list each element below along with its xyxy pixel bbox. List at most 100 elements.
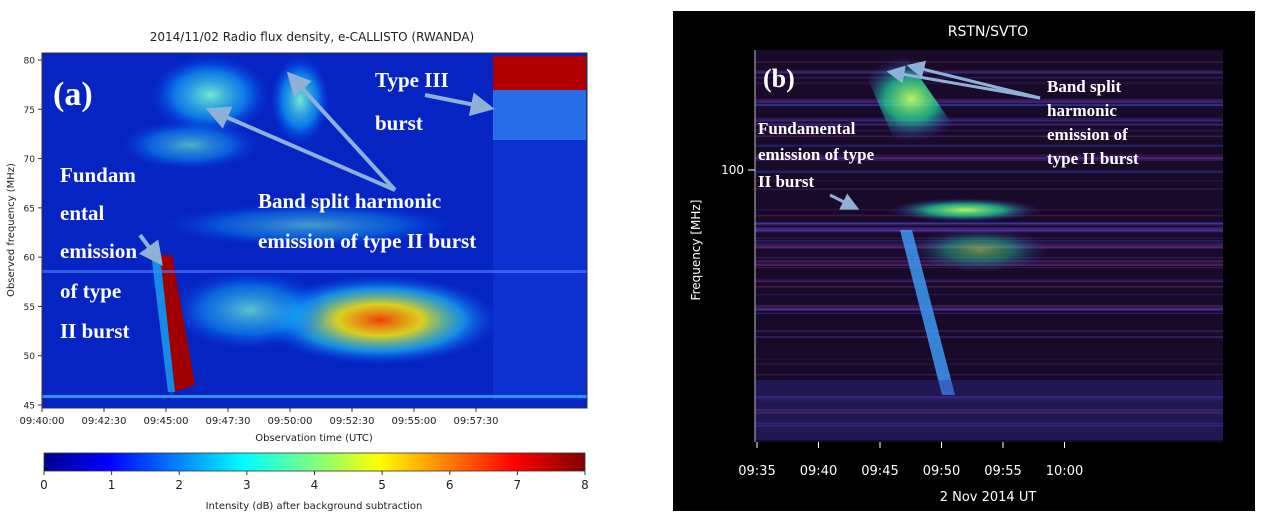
- mid-band-diffuse: [160, 203, 460, 247]
- noise-line: [755, 409, 1223, 411]
- noise-line: [755, 308, 1223, 311]
- panel-a-annotation-fundamental: Fundam ental emission of type II burst: [60, 163, 163, 343]
- panel-a-colorbar-label: Intensity (dB) after background subtract…: [206, 501, 423, 512]
- noise-line: [755, 123, 1223, 126]
- noise-line: [755, 98, 1223, 101]
- noise-line: [755, 72, 1223, 74]
- panel-a-colorbar-tick-label: 6: [446, 478, 454, 492]
- band-split-arrow-left: [205, 106, 396, 192]
- noise-line: [755, 222, 1223, 224]
- b-band-split-line3: emission of: [1047, 125, 1128, 144]
- noise-line: [755, 170, 1223, 173]
- panel-b-label: (b): [763, 64, 795, 93]
- panel-a-x-tick-label: 09:45:00: [144, 416, 189, 427]
- panel-a: 2014/11/02 Radio flux density, e-CALLIST…: [6, 30, 589, 512]
- panel-a-colorbar-tick-label: 8: [581, 478, 589, 492]
- panel-a-colorbar: [43, 452, 586, 472]
- fundamental-arrow: [138, 233, 163, 266]
- band-split-drift-emission: [270, 55, 330, 145]
- panel-a-x-axis: 09:40:00 09:42:30 09:45:00 09:47:30 09:50:00…: [20, 408, 498, 427]
- panel-b-y-label: Frequency [MHz]: [689, 200, 703, 301]
- noise-line: [755, 396, 1223, 399]
- noise-line: [755, 336, 1223, 338]
- panel-b: RSTN/SVTO 100 Frequency [MHz] 09:35 09:40…: [673, 11, 1255, 511]
- band-split-upper-emission: [150, 55, 270, 135]
- noise-line: [755, 424, 1223, 427]
- noise-line: [755, 280, 1223, 283]
- panel-a-colorbar-tick-label: 3: [243, 478, 251, 492]
- band-split-label-line1: Band split harmonic: [258, 189, 441, 213]
- b-band-split-arrow-lower: [886, 65, 1041, 100]
- panel-a-x-tick-label: 09:42:30: [82, 416, 127, 427]
- noise-line: [755, 117, 1223, 119]
- panel-b-x-label: 2 Nov 2014 UT: [940, 490, 1037, 505]
- panel-a-x-tick-label: 09:55:00: [392, 416, 437, 427]
- fundamental-emission-band: [890, 198, 1040, 222]
- noise-line: [755, 144, 1223, 147]
- panel-b-y-tick-label: 100: [721, 163, 744, 177]
- panel-a-x-tick-label: 09:50:00: [268, 416, 313, 427]
- noise-line: [755, 307, 1223, 309]
- panel-a-frame: [41, 52, 588, 409]
- band-split-arrow-right: [286, 71, 397, 192]
- b-fundamental-line1: Fundamental: [758, 119, 856, 138]
- noise-line: [755, 330, 1223, 333]
- panel-b-annotation-fundamental: Fundamental emission of type II burst: [758, 119, 875, 210]
- panel-b-plot-area: [755, 50, 1223, 442]
- noise-line: [755, 279, 1223, 281]
- noise-line: [755, 100, 1223, 103]
- panel-a-y-tick-label: 75: [24, 106, 35, 116]
- fundamental-emission-edge: [150, 245, 175, 392]
- b-band-split-line4: type II burst: [1047, 149, 1139, 168]
- noise-line: [755, 307, 1223, 309]
- noise-line: [755, 61, 1223, 63]
- fundamental-label-line1: Fundam: [60, 163, 136, 187]
- panel-a-x-label: Observation time (UTC): [255, 433, 373, 444]
- noise-line: [755, 135, 1223, 138]
- b-band-split-arrow-top: [906, 60, 1041, 100]
- interference-line-bottom: [42, 395, 587, 398]
- panel-b-annotation-band-split: Band split harmonic emission of type II …: [886, 60, 1139, 168]
- noise-line: [755, 156, 1223, 160]
- panel-b-x-tick-label: 09:55: [984, 464, 1021, 479]
- b-fundamental-line3: II burst: [758, 172, 815, 191]
- panel-b-x-tick-label: 09:35: [738, 464, 775, 479]
- noise-line: [755, 118, 1223, 121]
- panel-a-y-label: Observed frequency (MHz): [6, 163, 17, 297]
- panel-a-y-axis: 45 50 55 60 65 70 75 80: [24, 57, 42, 412]
- noise-line: [755, 285, 1223, 288]
- band-split-label-line2: emission of type II burst: [258, 229, 476, 253]
- noise-line: [755, 305, 1223, 307]
- noise-line: [755, 363, 1223, 366]
- panel-a-x-tick-label: 09:47:30: [206, 416, 251, 427]
- fundamental-emission-streak: [160, 255, 195, 392]
- panel-a-label: (a): [53, 76, 93, 113]
- type-iii-arrow: [424, 92, 495, 117]
- noise-line: [755, 398, 1223, 401]
- noise-line: [755, 155, 1223, 158]
- type-iii-burst-tail: [493, 90, 586, 140]
- panel-a-y-tick-label: 55: [24, 303, 35, 313]
- panel-b-x-tick-label: 09:40: [800, 464, 837, 479]
- type-iii-label-line2: burst: [375, 111, 423, 135]
- panel-a-plot-area: [41, 52, 588, 409]
- panel-a-title: 2014/11/02 Radio flux density, e-CALLIST…: [150, 30, 475, 44]
- panel-a-y-tick-label: 65: [24, 204, 35, 214]
- fundamental-label-line4: of type: [60, 279, 121, 303]
- panel-a-y-tick-label: 45: [24, 402, 35, 412]
- panel-a-colorbar-tick-label: 0: [40, 478, 48, 492]
- panel-b-title: RSTN/SVTO: [948, 24, 1028, 40]
- panel-a-y-tick-label: 70: [24, 155, 36, 165]
- lower-band-diffuse: [170, 270, 330, 350]
- panel-a-colorbar-tick-label: 4: [311, 478, 319, 492]
- noise-line: [755, 180, 1223, 182]
- fundamental-label-line3: emission: [60, 239, 137, 263]
- bottom-noise-band: [755, 380, 1223, 440]
- fundamental-label-line5: II burst: [60, 319, 129, 343]
- type-iii-label-line1: Type III: [375, 68, 449, 92]
- noise-line: [755, 374, 1223, 376]
- panel-b-x-axis: 09:35 09:40 09:45 09:50 09:55 10:00: [738, 442, 1083, 479]
- panel-a-annotation-band-split: Band split harmonic emission of type II …: [205, 71, 476, 253]
- noise-line: [755, 159, 1223, 162]
